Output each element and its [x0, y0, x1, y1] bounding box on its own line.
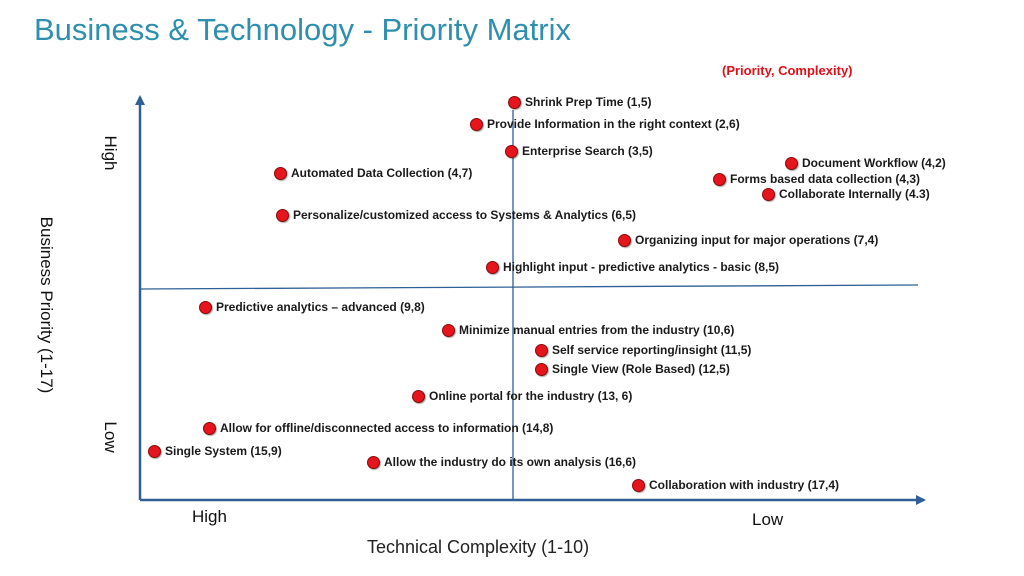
point-label: Single View (Role Based) (12,5) — [552, 362, 730, 376]
point-marker — [535, 362, 548, 376]
x-axis-high-label: High — [192, 507, 227, 526]
matrix-item: Personalize/customized access to Systems… — [276, 207, 636, 223]
point-label: Enterprise Search (3,5) — [522, 144, 653, 158]
point-marker — [274, 166, 287, 180]
matrix-item: Forms based data collection (4,3) — [713, 171, 920, 187]
matrix-item: Allow the industry do its own analysis (… — [367, 454, 636, 470]
point-marker — [505, 144, 518, 158]
point-marker — [203, 421, 216, 435]
point-label: Document Workflow (4,2) — [802, 156, 946, 170]
matrix-item: Document Workflow (4,2) — [785, 155, 946, 171]
point-label: Self service reporting/insight (11,5) — [552, 343, 752, 357]
quadrant-divider-horizontal — [139, 284, 919, 290]
matrix-item: Single View (Role Based) (12,5) — [535, 361, 730, 377]
point-label: Predictive analytics – advanced (9,8) — [216, 300, 425, 314]
point-marker — [762, 187, 775, 201]
matrix-item: Automated Data Collection (4,7) — [274, 165, 472, 181]
point-marker — [148, 444, 161, 458]
matrix-item: Collaboration with industry (17,4) — [632, 477, 839, 493]
matrix-item: Single System (15,9) — [148, 443, 282, 459]
point-label: Personalize/customized access to Systems… — [293, 208, 637, 222]
point-label: Highlight input - predictive analytics -… — [503, 260, 780, 274]
legend-note: (Priority, Complexity) — [722, 63, 853, 78]
matrix-item: Shrink Prep Time (1,5) — [508, 94, 652, 110]
point-marker — [713, 172, 726, 186]
point-label: Organizing input for major operations (7… — [635, 233, 879, 247]
matrix-item: Provide Information in the right context… — [470, 116, 740, 132]
matrix-item: Online portal for the industry (13, 6) — [412, 388, 632, 404]
matrix-item: Organizing input for major operations (7… — [618, 232, 878, 248]
point-label: Online portal for the industry (13, 6) — [429, 389, 633, 403]
y-axis-label: Business Priority (1-17) — [37, 216, 56, 394]
point-label: Provide Information in the right context… — [487, 117, 740, 131]
page-title: Business & Technology - Priority Matrix — [34, 12, 571, 47]
point-marker — [199, 300, 212, 314]
point-marker — [470, 117, 483, 131]
point-marker — [535, 343, 548, 357]
point-marker — [442, 323, 455, 337]
matrix-item: Allow for offline/disconnected access to… — [203, 420, 553, 436]
matrix-item: Enterprise Search (3,5) — [505, 143, 653, 159]
point-label: Forms based data collection (4,3) — [730, 172, 921, 186]
matrix-item: Minimize manual entries from the industr… — [442, 322, 734, 338]
point-label: Shrink Prep Time (1,5) — [525, 95, 652, 109]
point-marker — [276, 208, 289, 222]
matrix-item: Predictive analytics – advanced (9,8) — [199, 299, 425, 315]
point-marker — [486, 260, 499, 274]
point-marker — [618, 233, 631, 247]
point-marker — [412, 389, 425, 403]
point-label: Allow the industry do its own analysis (… — [384, 455, 637, 469]
matrix-item: Self service reporting/insight (11,5) — [535, 342, 751, 358]
point-label: Single System (15,9) — [165, 444, 282, 458]
point-label: Collaborate Internally (4.3) — [779, 187, 930, 201]
point-label: Allow for offline/disconnected access to… — [220, 421, 554, 435]
y-axis-high-label: High — [101, 135, 120, 171]
y-axis-low-label: Low — [101, 421, 120, 453]
point-label: Minimize manual entries from the industr… — [459, 323, 735, 337]
point-marker — [508, 95, 521, 109]
point-marker — [632, 478, 645, 492]
matrix-item: Collaborate Internally (4.3) — [762, 186, 930, 202]
x-axis-low-label: Low — [752, 510, 784, 529]
point-marker — [367, 455, 380, 469]
x-axis-label: Technical Complexity (1-10) — [367, 537, 590, 557]
point-label: Collaboration with industry (17,4) — [649, 478, 840, 492]
point-marker — [785, 156, 798, 170]
matrix-item: Highlight input - predictive analytics -… — [486, 259, 779, 275]
point-label: Automated Data Collection (4,7) — [291, 166, 473, 180]
